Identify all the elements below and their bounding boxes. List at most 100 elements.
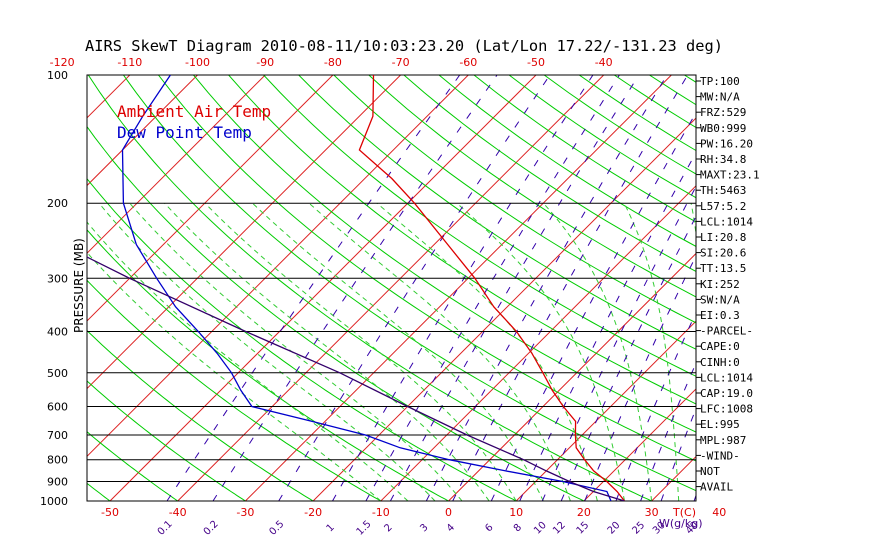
mixing-ratio-line	[519, 151, 696, 501]
dry-adiabat-line	[368, 75, 696, 298]
isotherm-line	[787, 75, 870, 501]
temperature-profile	[358, 75, 626, 501]
isotherm-line	[448, 252, 696, 501]
parcel-profile	[87, 256, 625, 501]
index-label: FRZ:529	[700, 106, 746, 119]
moist-adiabat-line	[308, 202, 571, 501]
legend-dewpoint: Dew Point Temp	[117, 123, 252, 142]
pressure-tick-label: 800	[47, 454, 68, 467]
legend-ambient: Ambient Air Temp	[117, 102, 271, 121]
pressure-tick-label: 100	[47, 69, 68, 82]
mixing-ratio-line	[365, 75, 620, 501]
isotherm-line	[515, 320, 696, 501]
pressure-tick-label: 400	[47, 325, 68, 338]
isotherm-line	[312, 117, 696, 501]
mixing-ratio-line	[425, 75, 668, 501]
pressure-tick-label: 1000	[40, 495, 68, 508]
index-label: CAP:19.0	[700, 387, 753, 400]
index-label: -WIND-	[700, 449, 740, 462]
isotherm-line	[87, 75, 266, 254]
dry-adiabat-line	[403, 75, 696, 272]
mixing-ratio-tick-label: 12	[551, 520, 568, 537]
mixing-ratio-line	[560, 215, 696, 501]
mixing-ratio-tick-label: 10	[532, 520, 549, 537]
dry-adiabat-line	[649, 75, 696, 106]
index-label: EL:995	[700, 418, 740, 431]
dry-adiabat-line	[87, 279, 382, 501]
bottom-temp-tick-label: -30	[236, 506, 254, 519]
chart-title: AIRS SkewT Diagram 2010-08-11/10:03:23.2…	[85, 37, 723, 55]
mixing-ratio-tick-label: 1.5	[355, 519, 374, 538]
dry-adiabat-line	[755, 75, 870, 501]
top-temp-tick-label: -70	[392, 56, 410, 69]
top-temp-tick-label: -40	[595, 56, 613, 69]
bottom-temp-tick-label: 40	[712, 506, 726, 519]
index-label: L57:5.2	[700, 200, 746, 213]
moist-adiabat-line	[543, 202, 653, 501]
index-label: TT:13.5	[700, 262, 746, 275]
dry-adiabat-line	[87, 229, 449, 501]
mixing-ratio-tick-label: 4	[445, 522, 457, 534]
top-temp-tick-label: -80	[324, 56, 342, 69]
isotherm-line	[87, 75, 469, 458]
index-label: MPL:987	[700, 434, 746, 447]
mixing-ratio-line	[389, 75, 640, 501]
dewpoint-profile	[121, 75, 612, 501]
dry-adiabat-line	[825, 75, 870, 501]
mixing-ratio-tick-label: 0.2	[202, 519, 221, 538]
mixing-ratio-tick-label: 20	[606, 520, 623, 537]
mixing-ratio-line	[584, 254, 696, 501]
isotherm-line	[651, 455, 696, 501]
bottom-temp-tick-label: 30	[645, 506, 659, 519]
isotherm-line	[380, 185, 696, 501]
index-label: MAXT:23.1	[700, 169, 760, 182]
mixing-ratio-tick-label: 2	[382, 522, 394, 534]
top-temp-tick-label: -90	[256, 56, 274, 69]
mixing-ratio-line	[541, 185, 696, 501]
pressure-tick-label: 600	[47, 400, 68, 413]
top-temp-tick-label: -50	[527, 56, 545, 69]
bottom-temp-tick-label: 10	[509, 506, 523, 519]
index-label: PW:16.20	[700, 137, 753, 150]
index-label: LFC:1008	[700, 403, 753, 416]
index-label: LI:20.8	[700, 231, 746, 244]
w-axis-label: W(g/kg)	[659, 517, 703, 530]
pressure-tick-label: 700	[47, 429, 68, 442]
mixing-ratio-line	[615, 311, 696, 501]
mixing-ratio-tick-label: 6	[483, 522, 495, 534]
index-label: -PARCEL-	[700, 325, 753, 338]
index-label: EI:0.3	[700, 309, 740, 322]
top-temp-tick-label: -100	[185, 56, 210, 69]
moist-adiabat-line	[87, 251, 382, 501]
top-temp-tick-label: -120	[50, 56, 75, 69]
top-temp-tick-label: -110	[117, 56, 142, 69]
pressure-tick-label: 500	[47, 367, 68, 380]
index-label: WB0:999	[700, 122, 746, 135]
index-label: TH:5463	[700, 184, 746, 197]
mixing-ratio-tick-label: 15	[575, 520, 592, 537]
mixing-ratio-tick-label: 8	[512, 522, 524, 534]
dry-adiabat-line	[87, 431, 178, 501]
index-label: KI:252	[700, 278, 740, 291]
index-label: TP:100	[700, 75, 740, 88]
isotherm-line	[855, 75, 870, 501]
mixing-ratio-line	[166, 75, 461, 501]
index-label: SW:N/A	[700, 293, 740, 306]
t-axis-label: T(C)	[672, 506, 696, 519]
mixing-ratio-tick-label: 0.1	[156, 519, 175, 538]
bottom-temp-tick-label: -20	[304, 506, 322, 519]
index-label: NOT	[700, 465, 720, 478]
y-axis-label: PRESSURE (MB)	[72, 238, 86, 333]
mixing-ratio-line	[332, 75, 594, 501]
bottom-temp-tick-label: 0	[445, 506, 452, 519]
dry-adiabat-line	[228, 75, 696, 405]
dry-adiabat-line	[193, 75, 696, 433]
isotherm-line	[87, 75, 198, 187]
dry-adiabat-line	[790, 75, 870, 501]
moist-adiabat-line	[87, 221, 409, 501]
index-label: CINH:0	[700, 356, 740, 369]
dry-adiabat-line	[438, 75, 696, 247]
bottom-temp-tick-label: -40	[169, 506, 187, 519]
dry-adiabat-line	[333, 75, 696, 324]
dry-adiabat-line	[508, 75, 696, 199]
